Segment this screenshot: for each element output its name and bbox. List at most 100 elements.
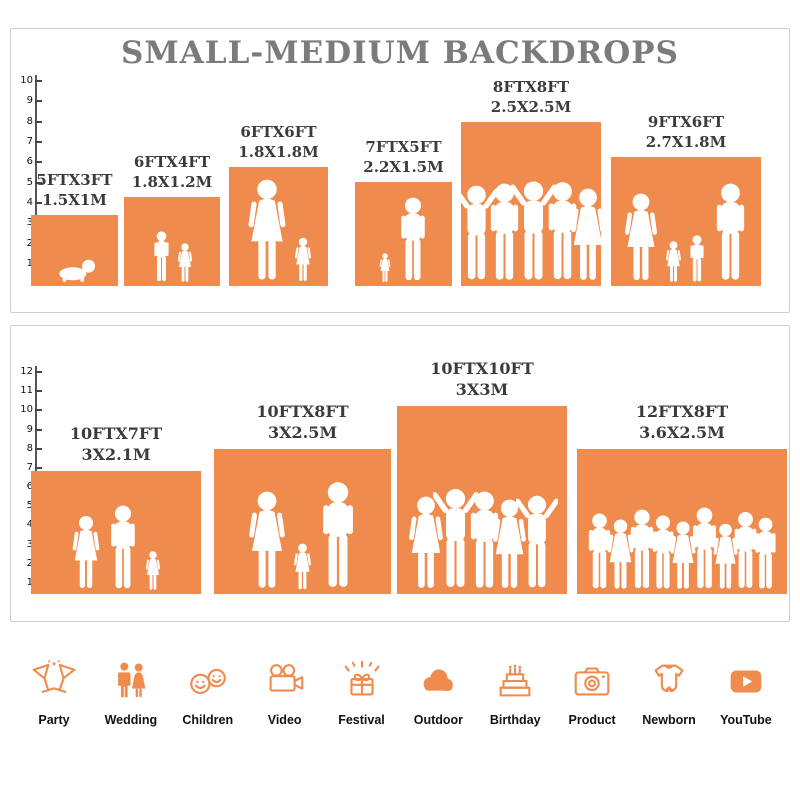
tick-mark: [35, 409, 42, 412]
category-newborn: Newborn: [635, 658, 703, 727]
size-panel-small-medium: SMALL-MEDIUM BACKDROPS 10 9 8 7 6 5 4 3 …: [10, 28, 790, 313]
tick-mark: [35, 161, 42, 164]
category-label: Product: [568, 713, 616, 727]
category-party: Party: [20, 658, 88, 727]
mother-silhouette: [246, 179, 288, 283]
category-youtube: YouTube: [712, 658, 780, 727]
size-ft: 10FTX8FT: [256, 401, 349, 421]
backdrop-10x8: 10FTX8FT 3X2.5M: [214, 402, 391, 594]
child-silhouette: [293, 543, 312, 591]
backdrop-box: [31, 471, 201, 594]
birthday-icon: [499, 664, 531, 697]
tick-mark: [35, 80, 42, 82]
tick-mark: [35, 140, 42, 143]
size-m: 1.8X1.8M: [238, 142, 319, 161]
party-icon: [32, 660, 76, 693]
girl-silhouette: [145, 551, 161, 591]
category-birthday: Birthday: [481, 658, 549, 727]
category-label: Wedding: [104, 713, 158, 727]
people-silhouettes: [461, 179, 601, 283]
ruler-axis: [35, 75, 37, 286]
outdoor-icon: [424, 669, 454, 692]
size-ft: 6FTX6FT: [240, 122, 317, 141]
man-silhouette: [107, 505, 139, 591]
people-silhouettes: [31, 505, 201, 591]
product-icon: [574, 667, 610, 696]
backdrop-10x7: 10FTX7FT 3X2.1M: [31, 424, 201, 594]
size-m: 1.5X1M: [42, 190, 107, 209]
video-icon: [269, 664, 303, 692]
people-silhouettes: [397, 486, 567, 591]
people-silhouettes: [31, 257, 118, 283]
category-wedding: Wedding: [97, 658, 165, 727]
tick-mark: [35, 447, 42, 450]
tick-mark: [35, 390, 42, 393]
size-ft: 8FTX8FT: [492, 77, 570, 96]
backdrop-size-label: 7FTX5FT 2.2X1.5M: [335, 137, 472, 178]
people-silhouettes: [124, 231, 220, 283]
category-label: Newborn: [642, 713, 696, 727]
mother-silhouette: [247, 491, 287, 591]
festival-icon: [344, 660, 379, 696]
category-label: YouTube: [720, 713, 772, 727]
girl-silhouette: [177, 243, 193, 283]
girl-silhouette: [665, 241, 682, 283]
people-silhouettes: [229, 179, 328, 283]
wedding-icon: [117, 662, 146, 698]
woman-silhouette: [569, 188, 601, 283]
backdrop-9x6: 9FTX6FT 2.7X1.8M: [611, 113, 761, 286]
man-silhouette: [397, 197, 429, 283]
tick-mark: [35, 466, 42, 469]
size-ft: 5FTX3FT: [36, 170, 113, 189]
size-ft: 7FTX5FT: [365, 137, 442, 156]
backdrop-box: [611, 157, 761, 286]
backdrop-box: [124, 197, 220, 286]
woman-silhouette: [623, 193, 659, 283]
category-row: Party Wedding: [20, 658, 780, 727]
backdrop-size-label: 12FTX8FT 3.6X2.5M: [557, 401, 800, 444]
youtube-icon: [730, 670, 762, 693]
category-label: Children: [182, 713, 234, 727]
backdrop-6x6: 6FTX6FT 1.8X1.8M: [229, 123, 328, 286]
backdrop-box: [577, 449, 787, 594]
category-festival: Festival: [328, 658, 396, 727]
tick-mark: [35, 371, 42, 373]
backdrop-box: [397, 406, 567, 594]
backdrop-box: [31, 215, 118, 286]
backdrop-size-label: 6FTX4FT 1.8X1.2M: [104, 152, 240, 193]
size-m: 1.8X1.2M: [131, 172, 213, 191]
tick-mark: [35, 181, 42, 184]
girl-silhouette: [294, 237, 312, 283]
backdrop-6x4: 6FTX4FT 1.8X1.2M: [124, 153, 220, 286]
backdrop-10x10: 10FTX10FT 3X3M: [397, 359, 567, 594]
backdrop-size-label: 10FTX8FT 3X2.5M: [194, 401, 411, 444]
tick-mark: [35, 120, 42, 123]
tick-mark: [35, 201, 42, 204]
size-m: 2.7X1.8M: [645, 132, 727, 151]
backdrop-5x3: 5FTX3FT 1.5X1M: [31, 171, 118, 286]
people-silhouettes: [611, 183, 761, 283]
category-label: Festival: [338, 713, 385, 727]
backdrop-box: [214, 449, 391, 594]
category-label: Outdoor: [413, 713, 464, 727]
size-ft: 10FTX10FT: [430, 358, 534, 378]
people-silhouettes: [355, 197, 452, 283]
category-label: Birthday: [489, 713, 541, 727]
size-m: 2.5X2.5M: [490, 97, 572, 116]
backdrop-size-label: 8FTX8FT 2.5X2.5M: [441, 77, 621, 118]
tick-mark: [35, 428, 42, 431]
category-label: Party: [38, 713, 70, 727]
category-video: Video: [251, 658, 319, 727]
baby-silhouette: [53, 257, 97, 283]
size-m: 3X3M: [455, 380, 509, 400]
size-m: 2.2X1.5M: [363, 157, 444, 176]
backdrop-size-label: 10FTX10FT 3X3M: [377, 358, 587, 401]
woman-silhouette: [71, 515, 101, 591]
size-m: 3.6X2.5M: [639, 423, 725, 443]
man-silhouette: [712, 183, 749, 283]
boy-silhouette: [152, 231, 171, 283]
boy-silhouette: [688, 235, 706, 283]
backdrop-8x8: 8FTX8FT 2.5X2.5M: [461, 78, 601, 286]
backdrop-7x5: 7FTX5FT 2.2X1.5M: [355, 138, 452, 286]
